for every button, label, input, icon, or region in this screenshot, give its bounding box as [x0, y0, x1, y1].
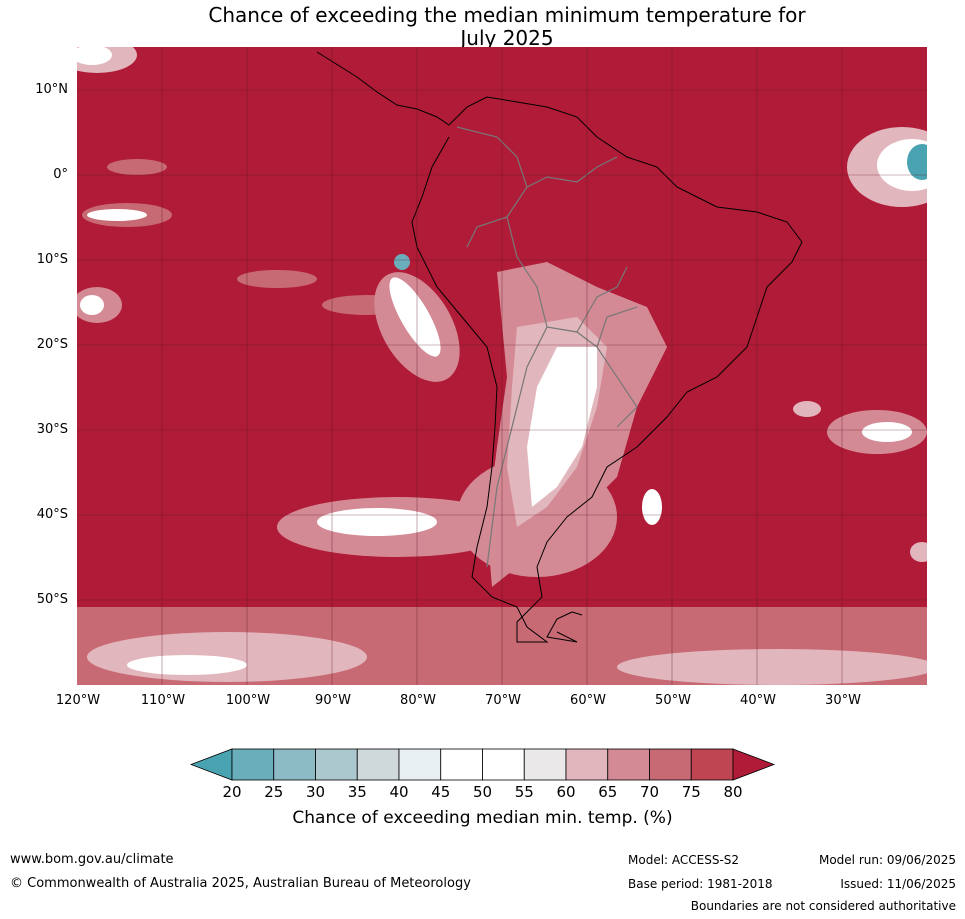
colorbar-tick-label: 60 [556, 783, 576, 801]
colorbar-tick-label: 55 [514, 783, 534, 801]
colorbar-segments [190, 748, 775, 781]
lat-label-40s: 40°S [36, 507, 68, 522]
lat-label-30s: 30°S [36, 422, 68, 437]
colorbar-segment [398, 748, 442, 781]
colorbar-segment [273, 748, 316, 781]
colorbar-arrow-low [190, 748, 233, 781]
model-run-text: Model run: 09/06/2025 [818, 853, 956, 867]
colorbar-tick-label: 30 [305, 783, 326, 801]
borders [456, 126, 638, 568]
lon-label-70w: 70°W [485, 693, 521, 708]
map-canvas [77, 47, 927, 685]
boundaries-note: Boundaries are not considered authoritat… [690, 899, 956, 913]
colorbar-tick-label: 20 [222, 783, 242, 801]
base-period-text: Base period: 1981-2018 [628, 877, 773, 891]
land-patches [487, 262, 667, 587]
copyright-text: © Commonwealth of Australia 2025, Austra… [10, 876, 471, 891]
colorbar-segment [523, 748, 567, 781]
title-line-2: July 2025 [460, 26, 554, 50]
colorbar-tick-label: 50 [472, 783, 493, 801]
colorbar-segment [356, 748, 400, 781]
colorbar-tick-label: 25 [264, 783, 284, 801]
probability-map [77, 47, 927, 685]
model-text: Model: ACCESS-S2 [628, 853, 740, 867]
title-line-1: Chance of exceeding the median minimum t… [208, 3, 806, 27]
lat-label-10s: 10°S [36, 252, 68, 267]
lat-label-10n: 10°N [35, 82, 68, 97]
lon-label-120w: 120°W [55, 693, 101, 708]
lon-label-50w: 50°W [655, 693, 691, 708]
website-link[interactable]: www.bom.gov.au/climate [10, 852, 174, 867]
colorbar-segment [649, 748, 692, 781]
colorbar-tick-label: 65 [598, 783, 618, 801]
colorbar-label: Chance of exceeding median min. temp. (%… [292, 808, 673, 828]
colorbar-segment [565, 748, 609, 781]
lon-label-60w: 60°W [570, 693, 606, 708]
map-title: Chance of exceeding the median minimum t… [77, 4, 937, 50]
colorbar [190, 748, 775, 781]
issued-text: Issued: 11/06/2025 [840, 877, 956, 891]
lon-label-100w: 100°W [225, 693, 271, 708]
colorbar-tick-label: 80 [723, 783, 743, 801]
colorbar-segment [690, 748, 734, 781]
lat-label-20s: 20°S [36, 337, 68, 352]
colorbar-segment [315, 748, 358, 781]
colorbar-segment [231, 748, 275, 781]
lon-label-80w: 80°W [400, 693, 436, 708]
colorbar-tick-label: 45 [431, 783, 451, 801]
colorbar-tick-label: 40 [389, 783, 409, 801]
lat-label-50s: 50°S [36, 592, 68, 607]
lon-label-30w: 30°W [825, 693, 861, 708]
colorbar-tick-label: 35 [347, 783, 367, 801]
colorbar-segment [607, 748, 650, 781]
colorbar-tick-label: 75 [681, 783, 701, 801]
lon-label-110w: 110°W [140, 693, 186, 708]
colorbar-arrow-high [732, 748, 775, 781]
lon-label-40w: 40°W [740, 693, 776, 708]
colorbar-segment [440, 748, 483, 781]
lat-label-0: 0° [53, 167, 68, 182]
colorbar-tick-label: 70 [639, 783, 660, 801]
lon-label-90w: 90°W [315, 693, 351, 708]
coastlines [316, 51, 803, 643]
colorbar-segment [482, 748, 525, 781]
graticule [77, 47, 927, 685]
